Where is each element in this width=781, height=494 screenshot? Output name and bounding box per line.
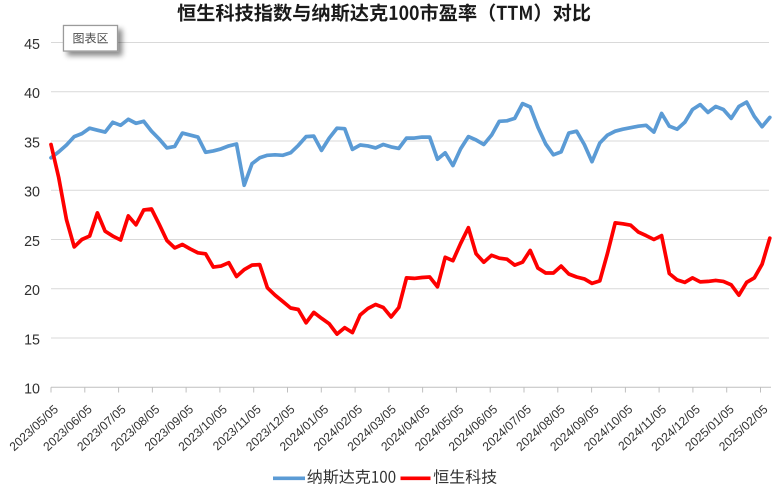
svg-text:30: 30 bbox=[24, 185, 40, 201]
svg-text:45: 45 bbox=[24, 37, 40, 53]
svg-text:15: 15 bbox=[24, 332, 40, 348]
svg-text:35: 35 bbox=[24, 135, 40, 151]
svg-text:10: 10 bbox=[24, 382, 40, 398]
svg-text:25: 25 bbox=[24, 234, 40, 250]
svg-text:20: 20 bbox=[24, 283, 40, 299]
svg-text:40: 40 bbox=[24, 86, 40, 102]
